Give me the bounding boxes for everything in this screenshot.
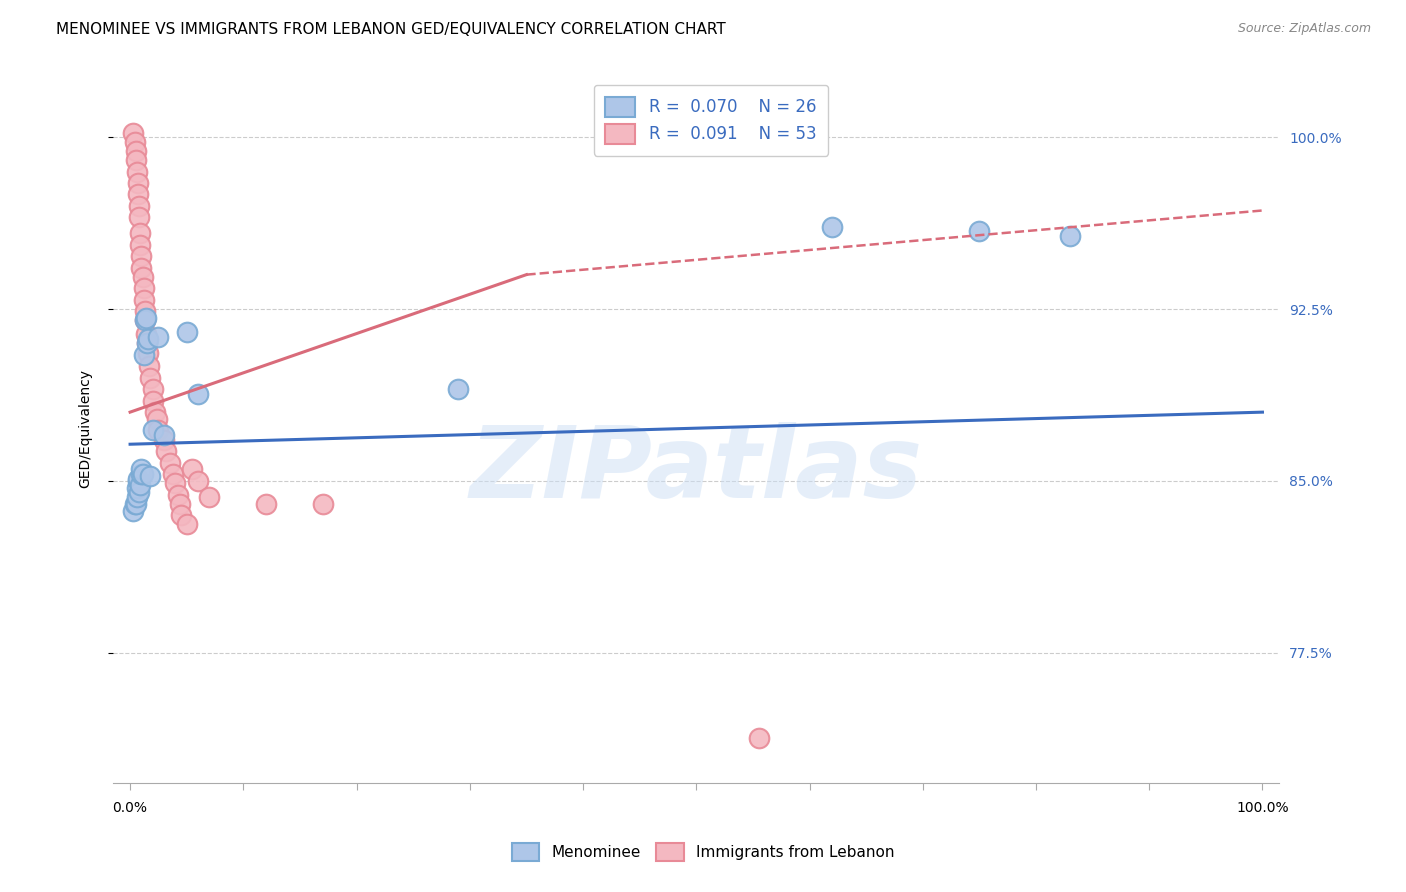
Point <box>132 293 155 307</box>
Point <box>125 164 148 178</box>
Point <box>129 227 152 241</box>
Point <box>176 325 198 339</box>
Point <box>155 444 177 458</box>
Point <box>131 467 153 481</box>
Point <box>134 313 156 327</box>
Point <box>142 424 165 438</box>
Point <box>170 508 193 523</box>
Text: 100.0%: 100.0% <box>1236 801 1289 815</box>
Point <box>153 428 176 442</box>
Point <box>128 199 150 213</box>
Point <box>821 219 844 234</box>
Point <box>128 211 150 225</box>
Point <box>136 336 159 351</box>
Point <box>143 405 166 419</box>
Point <box>166 488 188 502</box>
Point <box>136 332 159 346</box>
Point <box>132 348 155 362</box>
Text: MENOMINEE VS IMMIGRANTS FROM LEBANON GED/EQUIVALENCY CORRELATION CHART: MENOMINEE VS IMMIGRANTS FROM LEBANON GED… <box>56 22 725 37</box>
Point <box>138 359 160 374</box>
Point <box>131 269 153 284</box>
Y-axis label: GED/Equivalency: GED/Equivalency <box>79 368 93 488</box>
Point <box>129 237 152 252</box>
Legend: R =  0.070    N = 26, R =  0.091    N = 53: R = 0.070 N = 26, R = 0.091 N = 53 <box>593 85 828 155</box>
Point <box>176 517 198 532</box>
Point <box>127 472 149 486</box>
Point <box>748 731 770 745</box>
Point <box>125 497 148 511</box>
Text: ZIPatlas: ZIPatlas <box>470 422 922 519</box>
Point <box>125 153 148 167</box>
Point <box>131 467 153 481</box>
Point <box>136 345 159 359</box>
Point <box>122 126 145 140</box>
Text: 0.0%: 0.0% <box>112 801 148 815</box>
Point <box>1059 228 1081 243</box>
Point <box>127 187 149 202</box>
Point <box>146 412 169 426</box>
Legend: Menominee, Immigrants from Lebanon: Menominee, Immigrants from Lebanon <box>499 830 907 873</box>
Point <box>131 462 153 476</box>
Point <box>128 485 150 500</box>
Point <box>153 433 176 447</box>
Point <box>447 382 470 396</box>
Point <box>142 393 165 408</box>
Point <box>122 504 145 518</box>
Point <box>125 144 148 158</box>
Point <box>134 304 156 318</box>
Point <box>134 313 156 327</box>
Point <box>124 497 146 511</box>
Point <box>198 490 221 504</box>
Point <box>135 327 157 342</box>
Point <box>125 481 148 495</box>
Point <box>124 135 146 149</box>
Point <box>148 329 170 343</box>
Point <box>181 462 204 476</box>
Text: Source: ZipAtlas.com: Source: ZipAtlas.com <box>1237 22 1371 36</box>
Point <box>187 474 209 488</box>
Point <box>127 474 149 488</box>
Point <box>131 249 153 263</box>
Point <box>127 176 149 190</box>
Point <box>125 490 148 504</box>
Point <box>135 311 157 326</box>
Point <box>139 469 162 483</box>
Point <box>142 382 165 396</box>
Point <box>139 371 162 385</box>
Point <box>148 424 170 438</box>
Point <box>165 476 187 491</box>
Point <box>159 456 181 470</box>
Point <box>169 497 191 511</box>
Point <box>136 336 159 351</box>
Point <box>162 467 184 481</box>
Point <box>187 386 209 401</box>
Point <box>131 260 153 275</box>
Point <box>132 281 155 295</box>
Point <box>254 497 277 511</box>
Point <box>129 478 152 492</box>
Point <box>311 497 333 511</box>
Point <box>969 224 991 238</box>
